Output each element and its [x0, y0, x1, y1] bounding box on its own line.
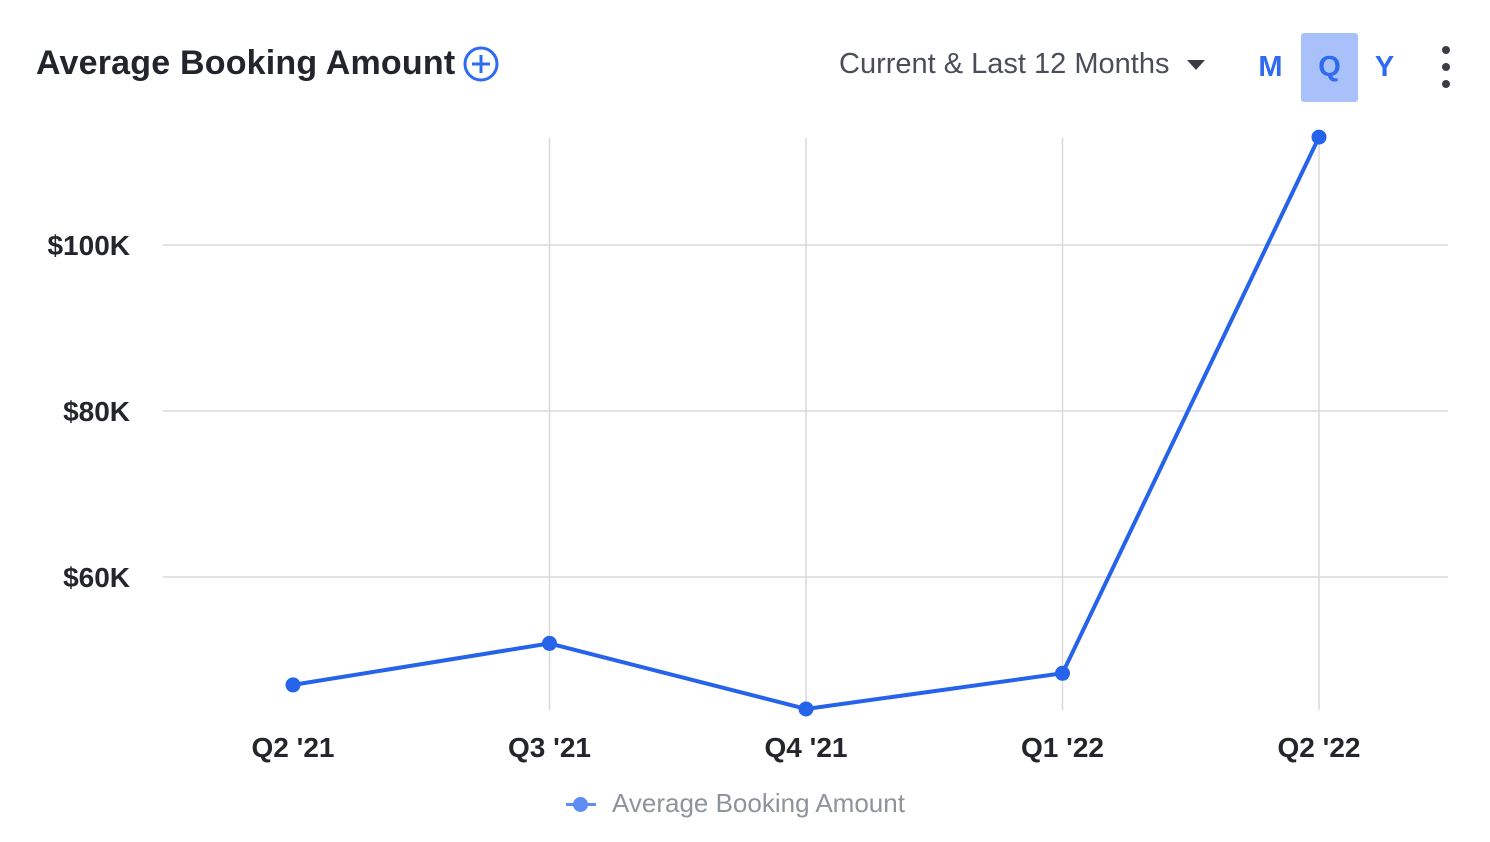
granularity-quarter-label: Q: [1318, 51, 1341, 83]
widget-header: Average Booking Amount Current & Last 12…: [36, 30, 1466, 102]
x-tick-label: Q2 '22: [1278, 732, 1361, 763]
granularity-month-label: M: [1258, 51, 1283, 83]
vertical-dots-icon[interactable]: [1436, 46, 1456, 88]
chart-axes: $60K $80K $100K Q2 '21 Q3 '21 Q4 '21 Q1 '22 Q2 …: [47, 230, 1360, 763]
widget-title-text: Average Booking Amount: [36, 44, 456, 82]
chart-series: [285, 129, 1327, 717]
x-tick-label: Q2 '21: [252, 732, 335, 763]
data-point[interactable]: [285, 677, 301, 693]
y-tick-label: $80K: [63, 396, 130, 427]
x-tick-label: Q4 '21: [765, 732, 848, 763]
widget-title: Average Booking Amount: [36, 44, 499, 83]
granularity-month-toggle[interactable]: M: [1242, 33, 1299, 102]
plus-circle-icon[interactable]: [463, 46, 499, 82]
x-tick-label: Q3 '21: [508, 732, 591, 763]
granularity-quarter-toggle[interactable]: Q: [1301, 33, 1358, 102]
data-point[interactable]: [542, 635, 557, 651]
data-point[interactable]: [1055, 665, 1070, 681]
granularity-year-label: Y: [1374, 51, 1395, 83]
period-dropdown-label: Current & Last 12 Months: [839, 48, 1170, 80]
period-dropdown[interactable]: Current & Last 12 Months: [839, 48, 1206, 81]
chart-grid: [163, 138, 1448, 710]
y-tick-label: $60K: [63, 562, 130, 593]
x-tick-label: Q1 '22: [1021, 732, 1104, 763]
chart-legend[interactable]: Average Booking Amount: [566, 788, 905, 819]
legend-label: Average Booking Amount: [612, 788, 905, 818]
legend-swatch-icon: [566, 796, 596, 812]
data-point[interactable]: [1311, 129, 1327, 145]
y-tick-label: $100K: [47, 230, 130, 261]
granularity-year-toggle[interactable]: Y: [1356, 33, 1413, 102]
data-point[interactable]: [798, 701, 814, 717]
caret-down-icon: [1187, 59, 1206, 70]
